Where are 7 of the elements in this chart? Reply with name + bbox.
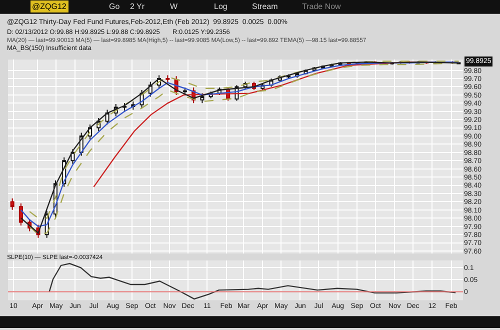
text: 2 Yr [130, 2, 145, 11]
text: Go [109, 2, 120, 11]
text: Stream [252, 2, 278, 11]
text: Trade Now [302, 2, 342, 11]
text: @ZQG12 [32, 2, 67, 11]
text: Log [214, 2, 228, 11]
text: W [170, 2, 178, 11]
